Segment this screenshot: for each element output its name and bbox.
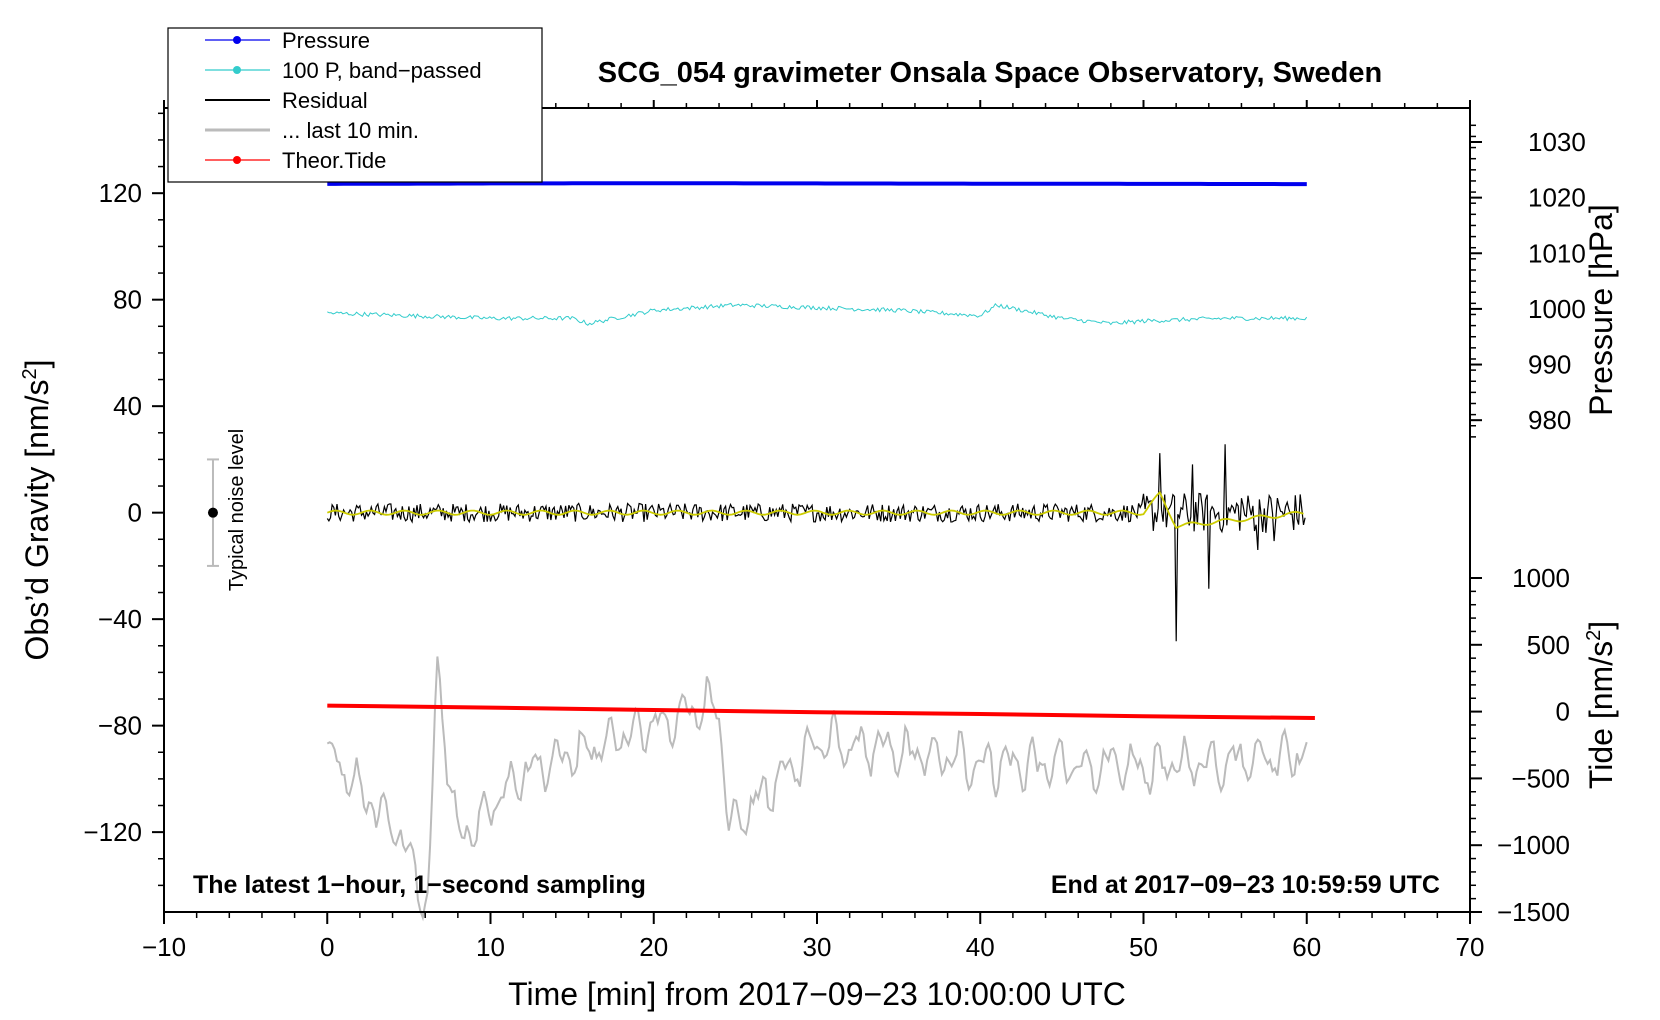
legend-box bbox=[167, 27, 543, 183]
pressure-tick-label: 980 bbox=[1528, 405, 1571, 435]
y-left-tick-label: 80 bbox=[113, 285, 142, 315]
tide-tick-label: 0 bbox=[1556, 697, 1570, 727]
tide-tick-label: 1000 bbox=[1512, 563, 1570, 593]
x-tick-label: 70 bbox=[1456, 932, 1485, 962]
noise-bar: Typical noise level bbox=[206, 429, 248, 591]
series-bandpassed-line bbox=[327, 302, 1308, 326]
series-smoothed-line bbox=[326, 490, 1304, 530]
legend: Pressure 100 P, band−passed Residual ...… bbox=[167, 27, 543, 183]
series-residual-line bbox=[326, 444, 1306, 642]
legend-pressure-label: Pressure bbox=[282, 28, 370, 53]
annotation-end-time: End at 2017−09−23 10:59:59 UTC bbox=[1051, 871, 1440, 899]
x-tick-label: −10 bbox=[142, 932, 186, 962]
series-pressure-line bbox=[327, 181, 1307, 187]
series-layer bbox=[326, 181, 1315, 922]
legend-tide-label: Theor.Tide bbox=[282, 148, 386, 173]
legend-residual-label: Residual bbox=[282, 88, 368, 113]
pressure-tick-label: 990 bbox=[1528, 350, 1571, 380]
y-left-tick-label: 40 bbox=[113, 391, 142, 421]
y-left-tick-label: 120 bbox=[99, 178, 142, 208]
x-tick-label: 0 bbox=[320, 932, 334, 962]
pressure-tick-label: 1030 bbox=[1528, 127, 1586, 157]
x-axis-label: Time [min] from 2017−09−23 10:00:00 UTC bbox=[508, 976, 1126, 1012]
x-tick-label: 20 bbox=[639, 932, 668, 962]
tide-axis-label-end: ] bbox=[1583, 621, 1619, 630]
y-axis-left-label-end: ] bbox=[19, 360, 55, 369]
pressure-tick-label: 1010 bbox=[1528, 238, 1586, 268]
series-last10-line bbox=[326, 656, 1308, 922]
y-axis-left-label: Obs’d Gravity [nm/s2] bbox=[19, 360, 55, 661]
tide-tick-label: 500 bbox=[1527, 630, 1570, 660]
tide-axis-label-text: Tide [nm/s bbox=[1583, 641, 1619, 789]
y-axis-left-label-sup: 2 bbox=[19, 368, 41, 379]
noise-bar-label: Typical noise level bbox=[226, 429, 248, 591]
tide-tick-label: −1000 bbox=[1497, 830, 1570, 860]
annotation-sampling: The latest 1−hour, 1−second sampling bbox=[193, 871, 646, 899]
pressure-tick-label: 1020 bbox=[1528, 183, 1586, 213]
legend-tide-marker bbox=[233, 156, 241, 164]
y-left-tick-label: −40 bbox=[98, 604, 142, 634]
legend-bandpassed-label: 100 P, band−passed bbox=[282, 58, 482, 83]
y-axis-left-label-text: Obs’d Gravity [nm/s bbox=[19, 380, 55, 661]
ticks-layer: −10 0 10 20 30 40 50 60 7012080400−40−80−1201030… bbox=[83, 100, 1586, 962]
legend-last10-label: ... last 10 min. bbox=[282, 118, 419, 143]
x-tick-label: 40 bbox=[966, 932, 995, 962]
x-tick-label: 10 bbox=[476, 932, 505, 962]
tide-tick-label: −1500 bbox=[1497, 897, 1570, 927]
series-tide-line bbox=[327, 703, 1315, 720]
x-tick-label: 50 bbox=[1129, 932, 1158, 962]
x-tick-label: 60 bbox=[1292, 932, 1321, 962]
tide-tick-label: −500 bbox=[1511, 763, 1570, 793]
chart-title: SCG_054 gravimeter Onsala Space Observat… bbox=[598, 57, 1382, 89]
pressure-axis-label: Pressure [hPa] bbox=[1583, 204, 1619, 416]
pressure-tick-label: 1000 bbox=[1528, 294, 1586, 324]
y-left-tick-label: 0 bbox=[128, 498, 142, 528]
legend-bandpassed-marker bbox=[233, 66, 241, 74]
noise-bar-dot bbox=[207, 507, 218, 518]
legend-pressure-marker bbox=[233, 36, 241, 44]
y-left-tick-label: −80 bbox=[98, 711, 142, 741]
tide-axis-label-sup: 2 bbox=[1583, 630, 1605, 641]
y-left-tick-label: −120 bbox=[83, 817, 142, 847]
tide-axis-label: Tide [nm/s2] bbox=[1583, 621, 1619, 789]
x-tick-label: 30 bbox=[803, 932, 832, 962]
